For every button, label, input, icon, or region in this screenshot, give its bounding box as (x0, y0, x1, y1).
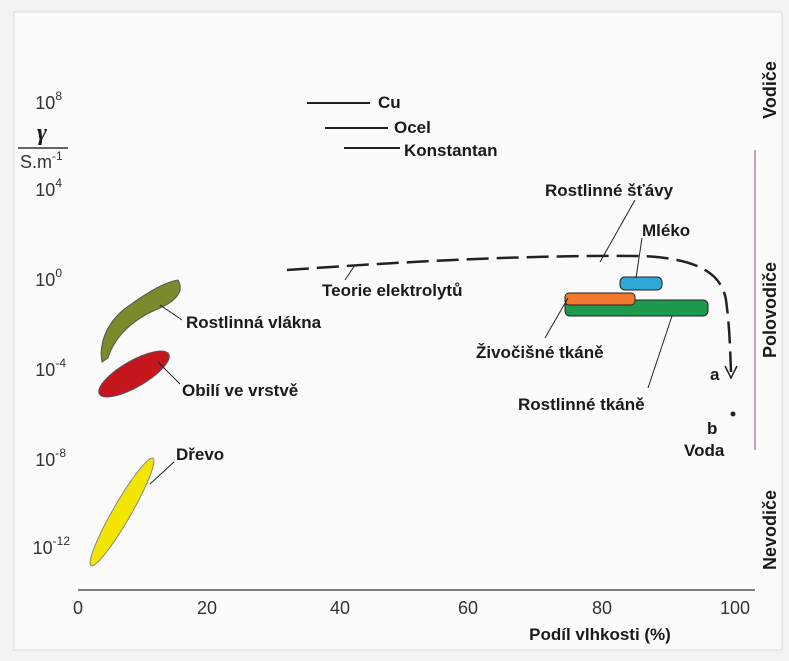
y-tick-label: 104 (35, 176, 62, 200)
label: a (710, 365, 720, 384)
x-tick-label: 60 (458, 598, 478, 618)
rostlinna-vlakna (100, 279, 181, 363)
x-axis-label: Podíl vlhkosti (%) (529, 625, 671, 644)
zone-label: Polovodiče (760, 262, 780, 358)
label: Ocel (394, 118, 431, 137)
label: Rostlinné šťávy (545, 181, 674, 200)
mleko (619, 276, 663, 291)
label: Živočišné tkáně (476, 343, 604, 362)
zone-label: Nevodiče (760, 490, 780, 570)
drevo (89, 457, 155, 567)
y-tick-label: 100 (35, 266, 62, 290)
electrolyte-curve (286, 254, 733, 373)
leader (544, 297, 569, 339)
leader (157, 361, 181, 385)
label: Cu (378, 93, 401, 112)
label: Teorie elektrolytů (322, 281, 462, 300)
y-axis-unit: S.m-1 (20, 149, 63, 172)
leader (149, 461, 175, 485)
x-tick-label: 40 (330, 598, 350, 618)
label: Obilí ve vrstvě (182, 381, 298, 400)
zone-label: Vodiče (760, 61, 780, 119)
water-point (730, 411, 736, 417)
y-tick-label: 10-4 (35, 356, 66, 380)
label: Voda (684, 441, 725, 460)
frame (13, 11, 783, 651)
label: b (707, 419, 717, 438)
label: Mléko (642, 221, 690, 240)
leader (159, 304, 183, 321)
x-tick-label: 80 (592, 598, 612, 618)
x-tick-label: 20 (197, 598, 217, 618)
leader (635, 237, 643, 279)
label: Rostlinné tkáně (518, 395, 645, 414)
zivocisne-tkane (564, 292, 636, 306)
y-axis-symbol: γ (37, 120, 47, 146)
x-tick-label: 0 (73, 598, 83, 618)
y-tick-label: 10-12 (33, 534, 71, 558)
leader (344, 264, 356, 281)
arrow-head (724, 365, 738, 380)
label: Konstantan (404, 141, 498, 160)
y-tick-label: 10-8 (35, 446, 66, 470)
y-tick-label: 108 (35, 89, 62, 113)
label: Rostlinná vlákna (186, 313, 322, 332)
label: Dřevo (176, 445, 224, 464)
x-tick-label: 100 (720, 598, 750, 618)
obili (98, 350, 170, 398)
leader (647, 315, 673, 389)
leader (599, 199, 636, 263)
